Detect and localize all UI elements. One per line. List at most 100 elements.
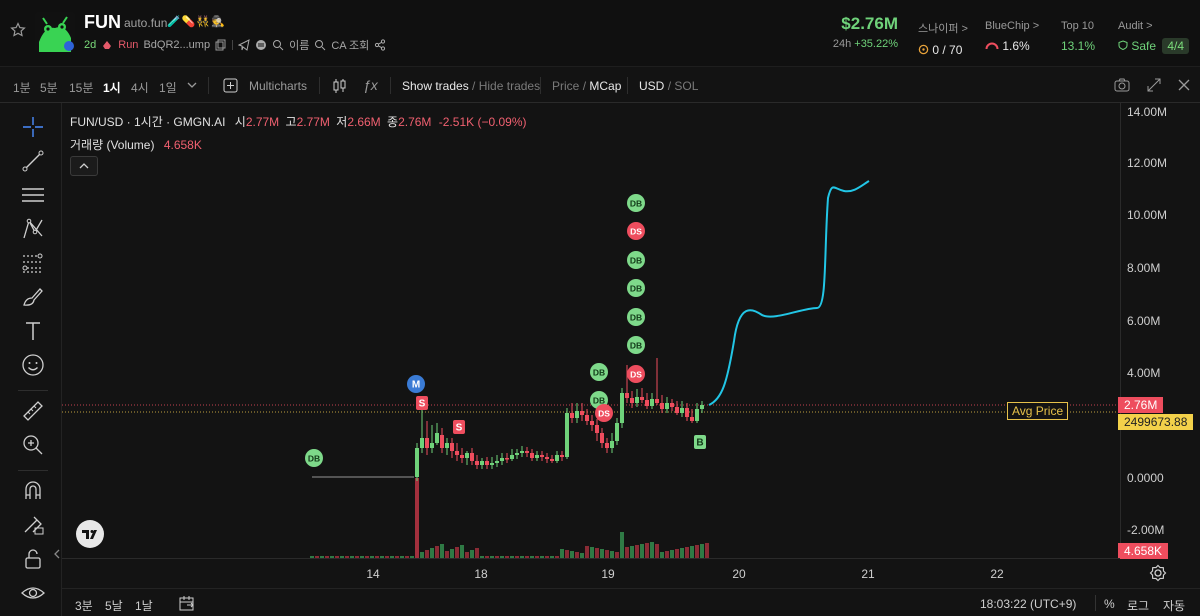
- fullscreen-icon[interactable]: [1146, 77, 1162, 93]
- auto-toggle[interactable]: 자동: [1163, 599, 1186, 613]
- volume-bar: [480, 556, 484, 558]
- bluechip-stat[interactable]: BlueChip > 1.6%: [985, 20, 1039, 53]
- add-indicator-icon[interactable]: [223, 78, 238, 93]
- bluechip-value: 1.6%: [1002, 39, 1030, 53]
- chevron-down-icon[interactable]: [187, 82, 197, 89]
- date-range-icon[interactable]: [178, 595, 196, 613]
- crosshair-icon[interactable]: [20, 114, 46, 140]
- currency-toggle[interactable]: USD / SOL: [639, 79, 698, 93]
- contract-address[interactable]: BdQR2...ump: [143, 39, 211, 51]
- copy-icon[interactable]: [215, 39, 227, 51]
- ruler-icon[interactable]: [20, 398, 46, 424]
- range-5[interactable]: 5날: [105, 599, 123, 613]
- volume-bar: [620, 532, 624, 558]
- lock-drawing-icon[interactable]: [20, 512, 46, 538]
- price-axis[interactable]: 14.00M 12.00M 10.00M 8.00M 6.00M 4.00M 0.0000 -…: [1120, 103, 1200, 558]
- candle-body: [680, 408, 684, 413]
- volume-bar: [650, 542, 654, 558]
- sniper-stat[interactable]: 스나이퍼 > 0 / 70: [918, 20, 968, 57]
- candle-body: [415, 448, 419, 477]
- price-option[interactable]: Price: [552, 79, 580, 93]
- mcap-option[interactable]: MCap: [589, 79, 622, 93]
- token-site[interactable]: auto.fun: [124, 16, 168, 30]
- text-tool-icon[interactable]: [20, 318, 46, 344]
- volume-label: 거래량 (Volume): [70, 138, 155, 152]
- volume-bar: [515, 556, 519, 558]
- interval-15m[interactable]: 15분: [69, 81, 94, 95]
- website-icon[interactable]: [255, 39, 267, 51]
- fib-retracement-icon[interactable]: [20, 250, 46, 276]
- unlock-icon[interactable]: [20, 546, 46, 572]
- range-1[interactable]: 1날: [135, 599, 153, 613]
- time-axis[interactable]: 14 18 19 20 21 22: [62, 558, 1120, 588]
- hide-trades[interactable]: Hide trades: [478, 79, 541, 93]
- indicators-fx-icon[interactable]: ƒx: [363, 77, 378, 93]
- volume-bar: [530, 556, 534, 558]
- volume-bar: [370, 556, 374, 558]
- settings-gear-icon[interactable]: [1149, 564, 1167, 582]
- log-toggle[interactable]: 로그: [1127, 599, 1150, 613]
- trades-toggle[interactable]: Show trades / Hide trades: [402, 79, 540, 93]
- name-search-icon[interactable]: [272, 39, 284, 51]
- candle-body: [690, 417, 694, 421]
- x-tick-label: 14: [366, 567, 380, 581]
- interval-1h[interactable]: 1시: [103, 81, 121, 95]
- audit-stat[interactable]: Audit > Safe 4/4: [1118, 20, 1190, 54]
- trend-line-icon[interactable]: [20, 148, 46, 174]
- volume-bar: [595, 548, 599, 558]
- interval-1m[interactable]: 1분: [13, 81, 31, 95]
- candle-type-icon[interactable]: [331, 78, 347, 94]
- ca-search-label[interactable]: CA 조회: [331, 40, 370, 52]
- candle-body: [595, 425, 599, 433]
- volume-bar: [615, 552, 619, 558]
- tradingview-logo[interactable]: [76, 520, 104, 548]
- legend-collapse-button[interactable]: [70, 156, 98, 176]
- clock-time[interactable]: 18:03:22 (UTC+9): [980, 597, 1077, 611]
- name-search-label[interactable]: 이름: [289, 40, 310, 52]
- percent-toggle[interactable]: %: [1104, 597, 1115, 611]
- close-icon[interactable]: [1176, 77, 1192, 93]
- pitchfork-icon[interactable]: [20, 216, 46, 242]
- multicharts-button[interactable]: Multicharts: [249, 79, 308, 93]
- brush-icon[interactable]: [20, 284, 46, 310]
- interval-1d[interactable]: 1일: [159, 81, 177, 95]
- telegram-icon[interactable]: [238, 39, 250, 51]
- volume-bar: [460, 545, 464, 558]
- top10-stat[interactable]: Top 10 13.1%: [1061, 20, 1095, 53]
- y-tick-label: 14.00M: [1127, 105, 1167, 119]
- sol-option[interactable]: SOL: [674, 79, 699, 93]
- zoom-in-icon[interactable]: [20, 432, 46, 458]
- y-tick-label: 8.00M: [1127, 261, 1160, 275]
- price-mcap-toggle[interactable]: Price / MCap: [552, 79, 621, 93]
- trade-marker-label: B: [696, 438, 703, 449]
- candle-body: [590, 421, 594, 425]
- price-chart[interactable]: DB M S S DB DB DS DS DB DS DB DB DB DB B: [62, 103, 1120, 558]
- ca-search-icon[interactable]: [314, 39, 326, 51]
- pump-icon: [103, 41, 112, 49]
- share-icon[interactable]: [374, 39, 386, 51]
- range-3[interactable]: 3분: [75, 599, 93, 613]
- projection-curve: [708, 180, 870, 406]
- emoji-icon[interactable]: [20, 352, 46, 378]
- symbol-label: FUN/USD · 1시간 · GMGN.AI: [70, 115, 226, 129]
- usd-option[interactable]: USD: [639, 79, 665, 93]
- candle-body: [450, 443, 454, 451]
- sidebar-collapse-icon[interactable]: [53, 549, 61, 559]
- trade-marker-shape: [694, 435, 706, 449]
- horizontal-lines-icon[interactable]: [20, 182, 46, 208]
- volume-bar: [365, 556, 369, 558]
- volume-bar: [405, 556, 409, 558]
- interval-4h[interactable]: 4시: [131, 81, 149, 95]
- open-label: 시: [234, 115, 246, 129]
- volume-bar: [435, 546, 439, 558]
- trade-marker-shape: [627, 194, 645, 212]
- camera-icon[interactable]: [1113, 76, 1131, 94]
- x-tick-label: 22: [990, 567, 1004, 581]
- show-trades[interactable]: Show trades: [402, 79, 469, 93]
- interval-5m[interactable]: 5분: [40, 81, 58, 95]
- favorite-star-icon[interactable]: [10, 22, 26, 38]
- low-label: 저: [336, 115, 348, 129]
- magnet-icon[interactable]: [20, 478, 46, 504]
- eye-icon[interactable]: [20, 580, 46, 606]
